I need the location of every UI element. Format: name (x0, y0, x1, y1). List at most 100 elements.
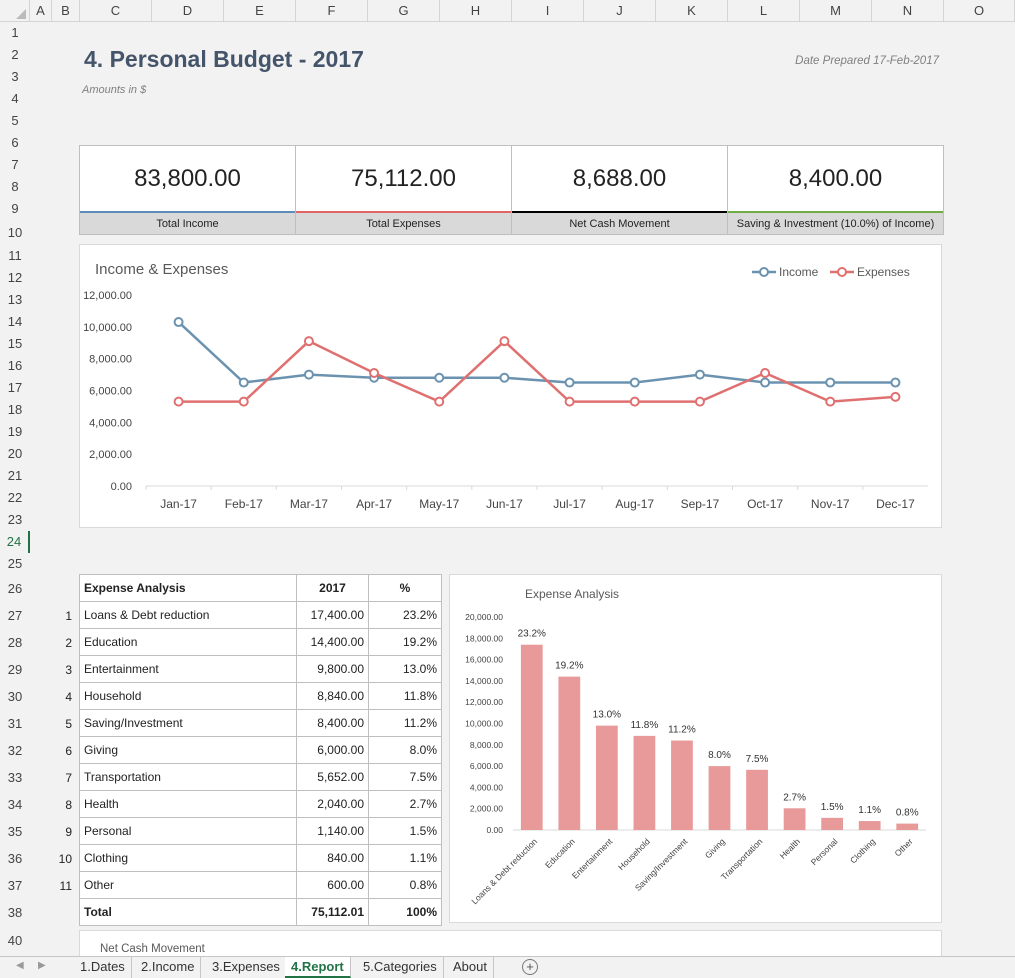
category-cell[interactable]: Education (79, 628, 297, 656)
tab-categories[interactable]: 5.Categories (357, 957, 444, 978)
kpi-saving-investment[interactable]: 8,400.00 Saving & Investment (10.0%) of … (728, 146, 943, 234)
category-cell[interactable]: Giving (79, 736, 297, 764)
kpi-net-cash-movement[interactable]: 8,688.00 Net Cash Movement (512, 146, 728, 234)
percent-cell[interactable]: 8.0% (368, 736, 442, 764)
data-point-income[interactable] (303, 369, 314, 380)
category-cell[interactable]: Saving/Investment (79, 709, 297, 737)
row-header-38[interactable]: 38 (7, 905, 23, 920)
tab-about[interactable]: About (447, 957, 494, 978)
amount-cell[interactable]: 1,140.00 (296, 817, 369, 845)
amount-cell[interactable]: 8,840.00 (296, 682, 369, 710)
select-all-corner[interactable] (0, 0, 30, 22)
row-header-1[interactable]: 1 (11, 25, 19, 40)
row-header-18[interactable]: 18 (7, 402, 23, 417)
row-header-34[interactable]: 34 (7, 797, 23, 812)
col-header-m[interactable]: M (800, 0, 872, 22)
data-point-income[interactable] (434, 372, 445, 383)
row-header-2[interactable]: 2 (11, 47, 19, 62)
category-cell[interactable]: Clothing (79, 844, 297, 872)
col-header-f[interactable]: F (296, 0, 368, 22)
data-point-income[interactable] (564, 377, 575, 388)
bar[interactable] (671, 740, 693, 830)
row-header-21[interactable]: 21 (7, 468, 23, 483)
total-amount[interactable]: 75,112.01 (296, 898, 369, 926)
category-cell[interactable]: Other (79, 871, 297, 899)
plus-circle-icon[interactable]: + (522, 959, 538, 975)
row-header-29[interactable]: 29 (7, 662, 23, 677)
data-point-expenses[interactable] (369, 367, 380, 378)
percent-cell[interactable]: 2.7% (368, 790, 442, 818)
data-point-income[interactable] (760, 377, 771, 388)
col-header-d[interactable]: D (152, 0, 224, 22)
data-point-income[interactable] (499, 372, 510, 383)
bar[interactable] (858, 821, 881, 830)
row-header-10[interactable]: 10 (7, 225, 23, 240)
bar[interactable] (520, 644, 543, 830)
row-header-30[interactable]: 30 (7, 689, 23, 704)
kpi-total-expenses[interactable]: 75,112.00 Total Expenses (296, 146, 512, 234)
bar[interactable] (896, 823, 919, 830)
bar[interactable] (558, 676, 581, 830)
tab-report[interactable]: 4.Report (285, 957, 351, 978)
bar[interactable] (783, 808, 806, 830)
header-cell[interactable]: 2017 (296, 574, 369, 602)
data-point-expenses[interactable] (890, 391, 901, 402)
bar[interactable] (746, 769, 768, 830)
category-cell[interactable]: Household (79, 682, 297, 710)
row-header-19[interactable]: 19 (7, 424, 23, 439)
row-header-3[interactable]: 3 (11, 69, 19, 84)
col-header-h[interactable]: H (440, 0, 512, 22)
data-point-expenses[interactable] (499, 336, 510, 347)
col-header-o[interactable]: O (944, 0, 1015, 22)
col-header-n[interactable]: N (872, 0, 944, 22)
category-cell[interactable]: Entertainment (79, 655, 297, 683)
data-point-income[interactable] (238, 377, 249, 388)
data-point-expenses[interactable] (564, 396, 575, 407)
category-cell[interactable]: Transportation (79, 763, 297, 791)
row-header-28[interactable]: 28 (7, 635, 23, 650)
col-header-l[interactable]: L (728, 0, 800, 22)
header-cell[interactable]: % (368, 574, 442, 602)
category-cell[interactable]: Personal (79, 817, 297, 845)
col-header-b[interactable]: B (52, 0, 80, 22)
amount-cell[interactable]: 14,400.00 (296, 628, 369, 656)
data-point-expenses[interactable] (825, 396, 836, 407)
row-header-25[interactable]: 25 (7, 556, 23, 571)
row-header-6[interactable]: 6 (11, 135, 19, 150)
data-point-expenses[interactable] (303, 336, 314, 347)
percent-cell[interactable]: 0.8% (368, 871, 442, 899)
row-header-35[interactable]: 35 (7, 824, 23, 839)
amount-cell[interactable]: 2,040.00 (296, 790, 369, 818)
category-cell[interactable]: Health (79, 790, 297, 818)
row-header-7[interactable]: 7 (11, 157, 19, 172)
net-cash-movement-chart[interactable]: Net Cash Movement (79, 930, 942, 960)
col-header-e[interactable]: E (224, 0, 296, 22)
row-header-13[interactable]: 13 (7, 292, 23, 307)
row-header-31[interactable]: 31 (7, 716, 23, 731)
bar[interactable] (595, 725, 618, 830)
row-header-23[interactable]: 23 (7, 512, 23, 527)
col-header-k[interactable]: K (656, 0, 728, 22)
col-header-a[interactable]: A (30, 0, 52, 22)
data-point-income[interactable] (173, 317, 184, 328)
col-header-i[interactable]: I (512, 0, 584, 22)
amount-cell[interactable]: 17,400.00 (296, 601, 369, 629)
data-point-expenses[interactable] (434, 396, 445, 407)
percent-cell[interactable]: 1.1% (368, 844, 442, 872)
data-point-expenses[interactable] (760, 367, 771, 378)
total-percent[interactable]: 100% (368, 898, 442, 926)
row-header-22[interactable]: 22 (7, 490, 23, 505)
row-header-32[interactable]: 32 (7, 743, 23, 758)
row-header-36[interactable]: 36 (7, 851, 23, 866)
amount-cell[interactable]: 6,000.00 (296, 736, 369, 764)
total-label[interactable]: Total (79, 898, 297, 926)
tab-dates[interactable]: 1.Dates (74, 957, 132, 978)
row-header-4[interactable]: 4 (11, 91, 19, 106)
row-header-12[interactable]: 12 (7, 270, 23, 285)
amount-cell[interactable]: 600.00 (296, 871, 369, 899)
data-point-expenses[interactable] (694, 396, 705, 407)
tab-income[interactable]: 2.Income (135, 957, 202, 978)
percent-cell[interactable]: 7.5% (368, 763, 442, 791)
percent-cell[interactable]: 1.5% (368, 817, 442, 845)
row-header-16[interactable]: 16 (7, 358, 23, 373)
